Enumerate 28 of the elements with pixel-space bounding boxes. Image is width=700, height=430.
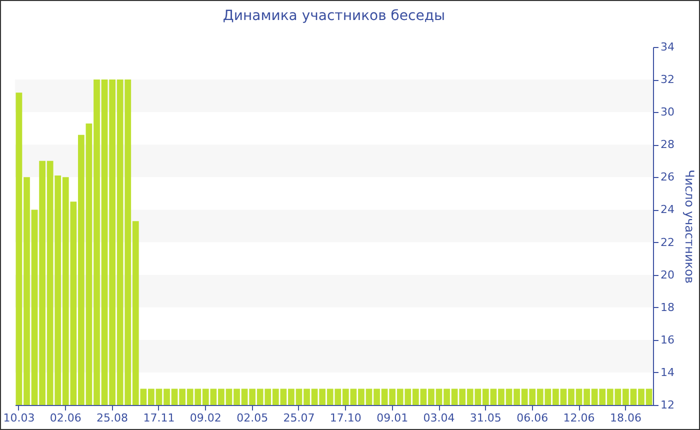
x-tick-label: 31.05 [470, 412, 502, 424]
x-tick-label: 17.10 [330, 412, 362, 424]
y-tick-label: 18 [660, 300, 674, 314]
x-tick-label: 18.06 [610, 412, 642, 424]
y-tick-label: 20 [660, 268, 674, 282]
x-tick-label: 12.06 [563, 412, 595, 424]
y-axis-title: Число участников [682, 170, 696, 284]
y-tick-label: 26 [660, 170, 674, 184]
y-tick-label: 22 [660, 236, 674, 249]
x-tick-label: 25.07 [283, 412, 315, 424]
y-tick-label: 14 [660, 366, 674, 379]
x-tick-label: 09.01 [376, 412, 408, 424]
y-tick-label: 28 [660, 138, 674, 152]
chart-title: Динамика участников беседы [222, 8, 446, 24]
y-tick-label: 30 [660, 106, 674, 119]
y-tick-label: 16 [660, 333, 674, 346]
y-tick-label: 32 [660, 73, 674, 86]
x-tick-label: 06.06 [516, 412, 548, 424]
y-tick-label: 34 [660, 40, 674, 54]
x-tick-label: 17.11 [143, 412, 175, 424]
y-tick-label: 24 [660, 203, 674, 216]
x-tick-label: 09.02 [190, 412, 222, 424]
x-tick-label: 10.03 [3, 412, 35, 424]
x-tick-label: 02.05 [236, 412, 268, 424]
x-tick-label: 25.08 [96, 412, 128, 424]
x-tick-label: 03.04 [423, 412, 455, 424]
x-tick-label: 02.06 [50, 412, 82, 424]
y-tick-label: 12 [660, 398, 674, 412]
